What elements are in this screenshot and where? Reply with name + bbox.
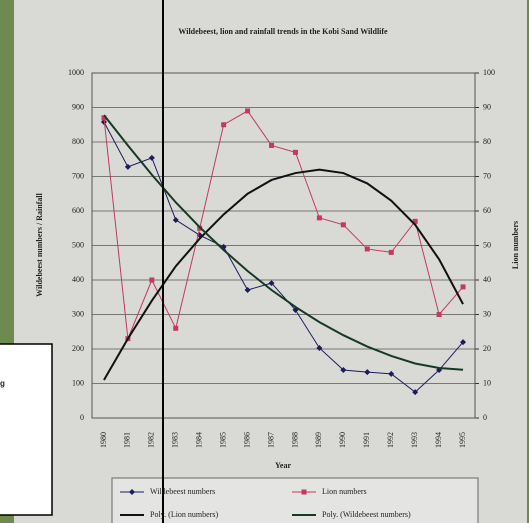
- y-tick-label: 100: [72, 378, 84, 387]
- legend-marker: [129, 489, 135, 495]
- legend-label: Poly. (Lion numbers): [150, 510, 218, 519]
- y-tick-label: 0: [80, 413, 84, 422]
- point: [173, 325, 179, 331]
- point: [172, 216, 179, 223]
- point: [316, 215, 322, 221]
- point: [340, 367, 347, 374]
- y2-axis-title: Lion numbers: [511, 221, 520, 269]
- y-tick-label: 700: [72, 171, 84, 180]
- chart-panel: [14, 0, 527, 523]
- point: [269, 142, 275, 148]
- x-tick-label: 1989: [314, 432, 323, 448]
- point: [221, 122, 227, 128]
- legend-label: Lion numbers: [322, 487, 367, 496]
- x-tick-label: 1981: [123, 432, 132, 448]
- x-tick-label: 1995: [458, 432, 467, 448]
- point: [412, 389, 419, 396]
- point: [148, 154, 155, 161]
- y-tick-label: 400: [72, 275, 84, 284]
- x-tick-label: 1987: [266, 432, 275, 448]
- y2-tick-label: 10: [483, 378, 491, 387]
- y-tick-label: 500: [72, 240, 84, 249]
- chart-title: Wildebeest, lion and rainfall trends in …: [178, 27, 388, 36]
- point: [340, 222, 346, 228]
- point: [244, 287, 251, 294]
- x-tick-label: 1988: [290, 432, 299, 448]
- point: [101, 115, 107, 121]
- x-tick-label: 1990: [338, 432, 347, 448]
- y-tick-label: 600: [72, 206, 84, 215]
- y2-tick-label: 20: [483, 344, 491, 353]
- x-tick-label: 1992: [386, 432, 395, 448]
- x-tick-label: 1986: [242, 432, 251, 448]
- y-axis-title: Wildebeest numbers / Rainfall: [35, 192, 44, 296]
- legend-label: Poly. (Wildebeest numbers): [322, 510, 411, 519]
- y2-tick-label: 60: [483, 206, 491, 215]
- point: [412, 218, 418, 224]
- y2-tick-label: 80: [483, 137, 491, 146]
- point: [149, 277, 155, 283]
- y2-tick-label: 40: [483, 275, 491, 284]
- point: [292, 149, 298, 155]
- y2-tick-label: 100: [483, 68, 495, 77]
- x-tick-label: 1982: [147, 432, 156, 448]
- point: [388, 249, 394, 255]
- y2-tick-label: 90: [483, 102, 491, 111]
- point: [436, 312, 442, 317]
- point: [245, 108, 251, 114]
- y-tick-label: 800: [72, 137, 84, 146]
- x-tick-label: 1983: [171, 432, 180, 448]
- point: [460, 339, 467, 346]
- x-tick-label: 1984: [195, 432, 204, 448]
- overlay-box: [0, 343, 53, 516]
- y2-tick-label: 70: [483, 171, 491, 180]
- point: [364, 369, 371, 376]
- x-tick-label: 1985: [218, 432, 227, 448]
- x-tick-label: 1980: [99, 432, 108, 448]
- point: [124, 163, 131, 170]
- x-tick-label: 1993: [410, 432, 419, 448]
- x-tick-label: 1991: [362, 432, 371, 448]
- plot-frame: [91, 72, 476, 419]
- point: [388, 370, 395, 377]
- legend-marker: [301, 489, 307, 495]
- y-tick-label: 200: [72, 344, 84, 353]
- x-axis-title: Year: [275, 461, 291, 470]
- y-tick-label: 1000: [68, 68, 84, 77]
- point: [316, 344, 323, 351]
- overlay-text: g: [0, 379, 5, 388]
- point: [364, 246, 370, 252]
- y2-tick-label: 0: [483, 413, 487, 422]
- y2-tick-label: 30: [483, 309, 491, 318]
- y-tick-label: 900: [72, 102, 84, 111]
- y-tick-label: 300: [72, 309, 84, 318]
- point: [460, 284, 466, 290]
- point: [268, 280, 275, 287]
- x-tick-label: 1994: [434, 432, 443, 448]
- legend-label: Wildebeest numbers: [150, 487, 215, 496]
- y2-tick-label: 50: [483, 240, 491, 249]
